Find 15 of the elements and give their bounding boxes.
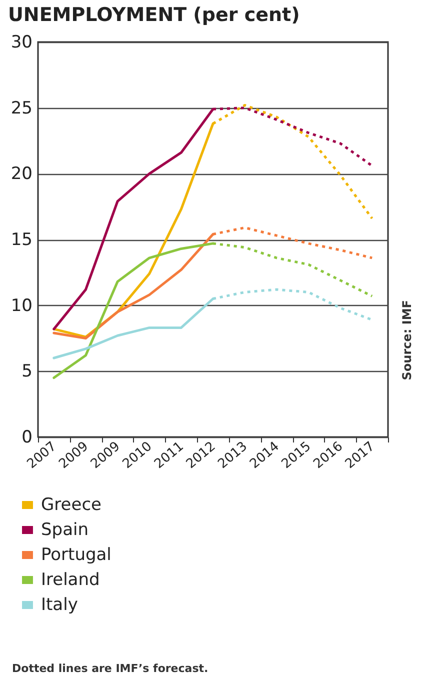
legend-label: Portugal [41, 545, 112, 565]
legend-label: Italy [41, 595, 78, 615]
y-tick-label: 20 [10, 164, 32, 184]
legend-label: Greece [41, 495, 102, 515]
y-tick-label: 10 [10, 296, 32, 316]
y-tick-label: 5 [22, 362, 32, 382]
chart-title: UNEMPLOYMENT (per cent) [8, 4, 300, 26]
text: Dotted lines are IMF’s forecast. [12, 662, 208, 675]
y-tick-label: 0 [22, 428, 32, 448]
source-note: Source: IMF [400, 300, 414, 380]
legend-label: Ireland [41, 570, 100, 590]
y-tick-label: 15 [10, 230, 32, 250]
y-tick-label: 25 [10, 98, 32, 118]
legend-label: Spain [41, 520, 88, 540]
y-tick-label: 30 [10, 32, 32, 52]
